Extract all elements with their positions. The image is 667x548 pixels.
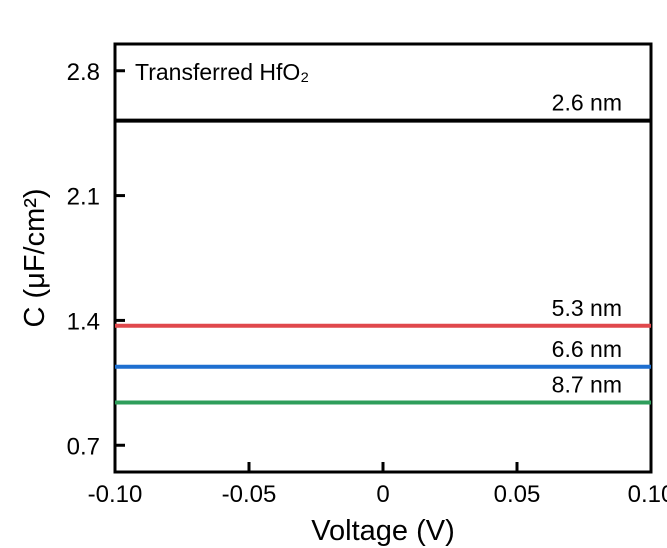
x-tick-label: 0 <box>376 481 389 508</box>
x-axis-title: Voltage (V) <box>311 515 454 547</box>
y-axis: 0.7 1.4 2.1 2.8 <box>67 59 125 460</box>
y-tick-label: 2.8 <box>67 59 100 86</box>
annotation-label: Transferred HfO₂ <box>135 59 309 85</box>
series-label: 5.3 nm <box>552 295 622 321</box>
series-label: 2.6 nm <box>552 90 622 116</box>
series-lines <box>115 118 651 405</box>
y-tick-label: 2.1 <box>67 184 100 211</box>
x-tick-label: 0.05 <box>494 481 541 508</box>
y-tick-label: 0.7 <box>67 433 100 460</box>
x-axis: -0.10 -0.05 0 0.05 0.10 <box>88 462 667 508</box>
series-label: 8.7 nm <box>552 371 622 397</box>
series-label: 6.6 nm <box>552 336 622 362</box>
x-tick-label: 0.10 <box>628 481 667 508</box>
y-axis-title: C (μF/cm²) <box>19 188 51 327</box>
x-tick-label: -0.05 <box>222 481 277 508</box>
y-tick-label: 1.4 <box>67 308 100 335</box>
series-labels: 2.6 nm 5.3 nm 6.6 nm 8.7 nm <box>552 90 622 398</box>
x-tick-label: -0.10 <box>88 481 143 508</box>
